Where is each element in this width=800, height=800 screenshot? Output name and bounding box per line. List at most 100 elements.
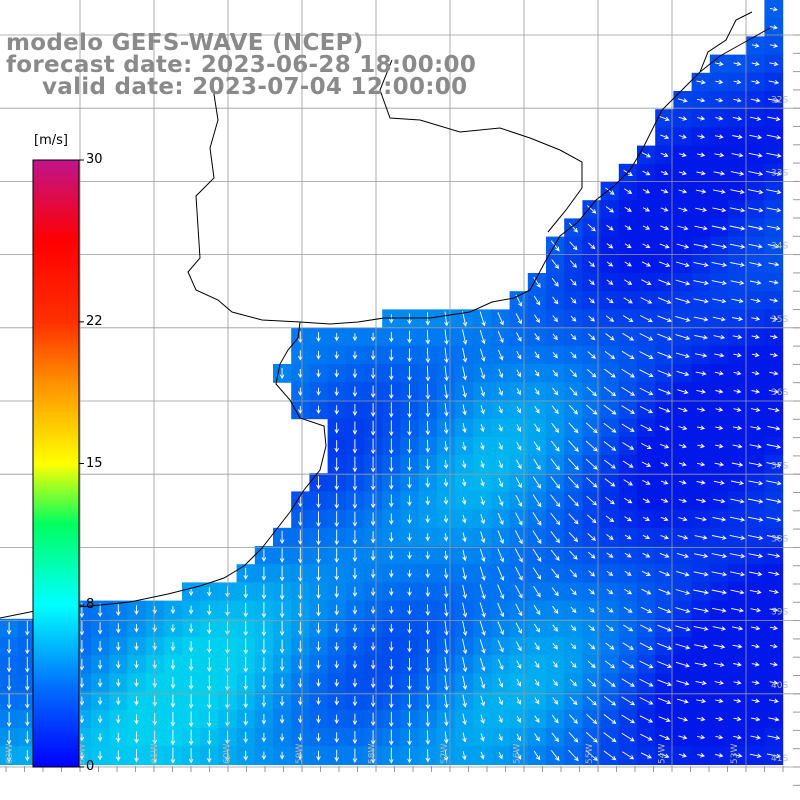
direction-arrow [134,605,139,616]
direction-arrow [624,552,632,558]
direction-arrow [677,534,689,540]
direction-arrow [334,511,339,528]
direction-arrow [425,711,431,728]
direction-arrow [225,586,230,598]
direction-arrow [711,225,727,231]
direction-arrow [497,584,505,600]
direction-arrow [534,679,540,687]
direction-arrow [243,567,248,580]
direction-arrow [389,475,394,490]
direction-arrow [750,607,762,613]
direction-arrow [316,584,321,600]
direction-arrow [624,261,632,267]
direction-arrow [334,548,339,563]
direction-arrow [188,693,194,709]
direction-arrow [170,659,176,671]
direction-arrow [751,716,761,722]
direction-arrow [480,405,485,415]
direction-arrow [552,697,559,705]
direction-arrow [279,751,285,760]
direction-arrow [461,441,467,451]
direction-arrow [443,750,449,762]
latitude-label: 39S [771,608,788,618]
direction-arrow [498,715,503,724]
direction-arrow [462,584,468,599]
direction-arrow [370,420,376,436]
direction-arrow [534,387,540,396]
direction-arrow [316,511,321,527]
direction-arrow [605,642,615,650]
direction-arrow [551,587,559,597]
direction-arrow [515,585,523,599]
direction-arrow [515,622,522,634]
direction-arrow [751,680,760,685]
direction-arrow [659,116,670,122]
direction-arrow [552,315,558,323]
direction-arrow [733,79,742,85]
direction-arrow [711,535,727,540]
direction-arrow [603,750,617,761]
direction-arrow [550,476,561,489]
direction-arrow [480,695,486,707]
direction-arrow [516,715,521,723]
direction-arrow [352,474,358,491]
direction-arrow [660,152,669,158]
direction-arrow [570,588,577,596]
colorbar-tick-label: 15 [86,455,103,471]
direction-arrow [389,532,394,543]
direction-arrow [389,402,394,418]
direction-arrow [697,753,706,758]
colorbar [32,159,84,768]
direction-arrow [711,261,728,268]
direction-arrow [570,606,577,614]
direction-arrow [170,677,176,689]
direction-arrow [170,606,176,615]
direction-arrow [552,369,558,377]
direction-arrow [658,279,672,286]
direction-arrow [352,713,358,726]
direction-arrow [621,386,636,396]
direction-arrow [462,694,467,708]
direction-arrow [676,552,689,559]
direction-arrow [116,715,121,724]
longitude-label: 61W [150,744,160,764]
direction-arrow [316,733,321,743]
direction-arrow [766,189,782,195]
direction-arrow [733,662,742,667]
direction-arrow [623,497,633,504]
direction-arrow [657,333,673,341]
direction-arrow [569,696,578,706]
direction-arrow [188,729,194,746]
direction-arrow [750,407,761,413]
direction-arrow [678,461,687,467]
direction-arrow [370,569,376,579]
direction-arrow [279,696,285,707]
direction-arrow [657,661,673,668]
direction-arrow [407,658,412,672]
direction-arrow [621,660,635,669]
direction-arrow [207,622,212,635]
direction-arrow [568,714,578,724]
direction-arrow [660,480,669,485]
latitude-label: 37S [771,461,788,471]
direction-arrow [298,584,303,600]
direction-arrow [550,494,561,508]
direction-arrow [604,459,616,469]
direction-arrow [425,421,431,436]
direction-arrow [766,134,782,140]
direction-arrow [550,440,560,452]
direction-arrow [588,279,595,286]
direction-arrow [444,347,449,364]
direction-arrow [352,696,358,707]
direction-arrow [25,638,30,655]
direction-arrow [498,733,503,742]
coastline-path [379,59,421,121]
direction-arrow [660,516,669,522]
direction-arrow [370,550,376,561]
direction-arrow [497,530,504,544]
direction-arrow [352,549,358,563]
direction-arrow [534,697,540,705]
direction-arrow [605,515,615,523]
direction-arrow [425,402,431,418]
direction-arrow [152,642,157,651]
